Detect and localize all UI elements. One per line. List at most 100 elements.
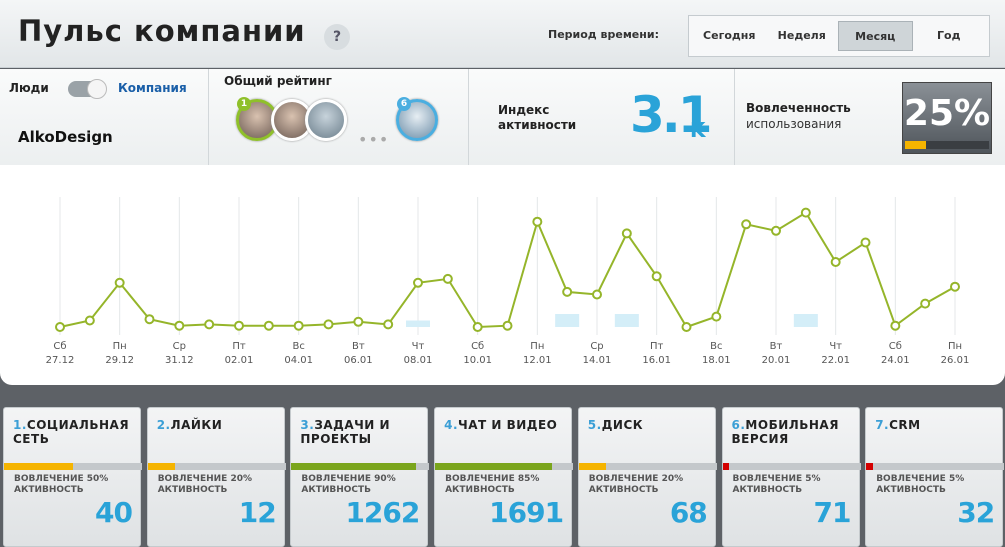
- point: [472, 322, 483, 332]
- period-label: Период времени:: [548, 28, 659, 41]
- module-card[interactable]: 7.CRM ВОВЛЕЧЕНИЕ 5% АКТИВНОСТЬ 32: [865, 407, 1005, 547]
- engagement-track: [147, 463, 286, 470]
- point: [890, 320, 901, 331]
- x-tick-label: 20.01: [762, 355, 791, 366]
- toggle-right[interactable]: Компания: [118, 81, 187, 95]
- period-button[interactable]: Месяц: [838, 21, 913, 51]
- activity-value: 1262: [345, 496, 420, 529]
- x-tick-label: 29.12: [105, 355, 134, 366]
- module-card[interactable]: 3.ЗАДАЧИ И ПРОЕКТЫ ВОВЛЕЧЕНИЕ 90% АКТИВНОС…: [290, 407, 430, 547]
- engagement-text: ВОВЛЕЧЕНИЕ 20% АКТИВНОСТЬ: [589, 474, 683, 496]
- point: [174, 320, 185, 331]
- point: [413, 277, 423, 288]
- engagement-track: [722, 463, 861, 470]
- point: [204, 319, 215, 330]
- engagement-label: Вовлеченность: [746, 101, 851, 115]
- card-title-text: СОЦИАЛЬНАЯ СЕТЬ: [13, 418, 130, 446]
- point: [621, 228, 632, 239]
- activity-value: 1691: [489, 496, 564, 529]
- engagement-bar: [4, 463, 73, 470]
- toggle-left[interactable]: Люди: [9, 81, 49, 95]
- card-title: 3.ЗАДАЧИ И ПРОЕКТЫ: [300, 418, 426, 446]
- point: [830, 257, 841, 267]
- x-tick-label: Чт: [412, 341, 425, 352]
- activity-value: 40: [95, 496, 133, 529]
- x-tick-label: Пт: [232, 341, 246, 352]
- x-tick-label: Вт: [352, 341, 365, 352]
- engagement-label: ВОВЛЕЧЕНИЕ: [157, 474, 228, 484]
- point: [860, 237, 871, 248]
- x-tick-label: Вт: [770, 341, 783, 352]
- engagement-label: ВОВЛЕЧЕНИЕ: [445, 474, 515, 484]
- toggle-knob[interactable]: [87, 79, 107, 99]
- engagement-text: ВОВЛЕЧЕНИЕ 5% АКТИВНОСТЬ: [876, 474, 964, 496]
- point: [711, 311, 722, 322]
- point: [114, 277, 125, 288]
- engagement-text: ВОВЛЕЧЕНИЕ 85% АКТИВНОСТЬ: [445, 474, 539, 496]
- avatar[interactable]: [396, 99, 438, 141]
- x-tick-label: Пт: [650, 341, 664, 352]
- card-number: 2.: [156, 418, 171, 432]
- card-title-text: МОБИЛЬНАЯ ВЕРСИЯ: [731, 418, 839, 446]
- engagement-text: ВОВЛЕЧЕНИЕ 50% АКТИВНОСТЬ: [14, 474, 108, 496]
- engagement-track: [435, 463, 574, 470]
- help-button[interactable]: ?: [324, 24, 350, 50]
- point: [800, 207, 811, 218]
- activity-unit: K: [690, 118, 706, 142]
- module-card[interactable]: 6.МОБИЛЬНАЯ ВЕРСИЯ ВОВЛЕЧЕНИЕ 5% АКТИВНОСТ…: [721, 407, 861, 547]
- card-title: 6.МОБИЛЬНАЯ ВЕРСИЯ: [732, 418, 858, 446]
- engagement-value: 50%: [86, 474, 109, 484]
- x-tick-label: 16.01: [642, 355, 671, 366]
- module-card[interactable]: 5.ДИСК ВОВЛЕЧЕНИЕ 20% АКТИВНОСТЬ 68: [577, 407, 717, 547]
- period-button[interactable]: Сегодня: [703, 29, 756, 42]
- module-card[interactable]: 2.ЛАЙКИ ВОВЛЕЧЕНИЕ 20% АКТИВНОСТЬ 12: [146, 407, 286, 547]
- x-tick-label: 22.01: [821, 355, 850, 366]
- card-title-text: ЧАТ И ВИДЕО: [458, 418, 558, 432]
- point: [920, 298, 931, 309]
- rank-badge: 1: [237, 97, 251, 111]
- period-button[interactable]: Год: [937, 29, 961, 42]
- point: [532, 216, 543, 227]
- rank-badge: 6: [397, 97, 411, 111]
- engagement-label: ВОВЛЕЧЕНИЕ: [301, 474, 372, 484]
- point: [741, 219, 752, 230]
- card-title: 2.ЛАЙКИ: [157, 418, 283, 432]
- activity-value: 32: [957, 496, 995, 529]
- activity-value: 3.1: [630, 86, 713, 144]
- engagement-value: 85%: [517, 474, 540, 484]
- card-title: 5.ДИСК: [588, 418, 714, 432]
- card-title-text: ЗАДАЧИ И ПРОЕКТЫ: [300, 418, 391, 446]
- page-title: Пульс компании: [18, 14, 306, 48]
- engagement-bar: [147, 463, 176, 470]
- card-number: 5.: [587, 418, 602, 432]
- activity-label: АКТИВНОСТЬ: [445, 485, 515, 495]
- point: [442, 273, 453, 284]
- engagement-sublabel: использования: [746, 117, 842, 131]
- x-tick-label: Вс: [292, 341, 304, 352]
- separator: [468, 69, 469, 166]
- x-tick-label: Ср: [173, 341, 186, 352]
- x-tick-label: 02.01: [225, 355, 254, 366]
- module-card[interactable]: 4.ЧАТ И ВИДЕО ВОВЛЕЧЕНИЕ 85% АКТИВНОСТЬ 169…: [434, 407, 574, 547]
- x-tick-label: Пн: [530, 341, 544, 352]
- period-button[interactable]: Неделя: [777, 29, 826, 42]
- card-number: 1.: [13, 418, 27, 432]
- engagement-value: 5%: [805, 474, 821, 484]
- more-dots: •••: [358, 130, 390, 149]
- point: [562, 286, 573, 297]
- card-title: 1.СОЦИАЛЬНАЯ СЕТЬ: [13, 418, 139, 446]
- engagement-label: ВОВЛЕЧЕНИЕ: [14, 474, 84, 484]
- point: [144, 314, 155, 325]
- engagement-track: [291, 463, 430, 470]
- line-chart: Сб 27.12 Пн 29.12 Ср 31.12 Пт 02.01 Вс 04.01 Вт 06.…: [0, 165, 1005, 385]
- period-selector: Сегодня Неделя Месяц Год: [688, 15, 990, 57]
- x-tick-label: 27.12: [46, 355, 75, 366]
- module-card[interactable]: 1.СОЦИАЛЬНАЯ СЕТЬ ВОВЛЕЧЕНИЕ 50% АКТИВНОСТ…: [3, 407, 142, 547]
- x-tick-label: 26.01: [941, 355, 970, 366]
- card-title-text: ЛАЙКИ: [170, 418, 223, 432]
- company-name: AlkoDesign: [18, 128, 113, 146]
- avatar[interactable]: [305, 99, 347, 141]
- point: [84, 315, 95, 326]
- card-title-text: CRM: [889, 418, 921, 432]
- point: [263, 320, 274, 331]
